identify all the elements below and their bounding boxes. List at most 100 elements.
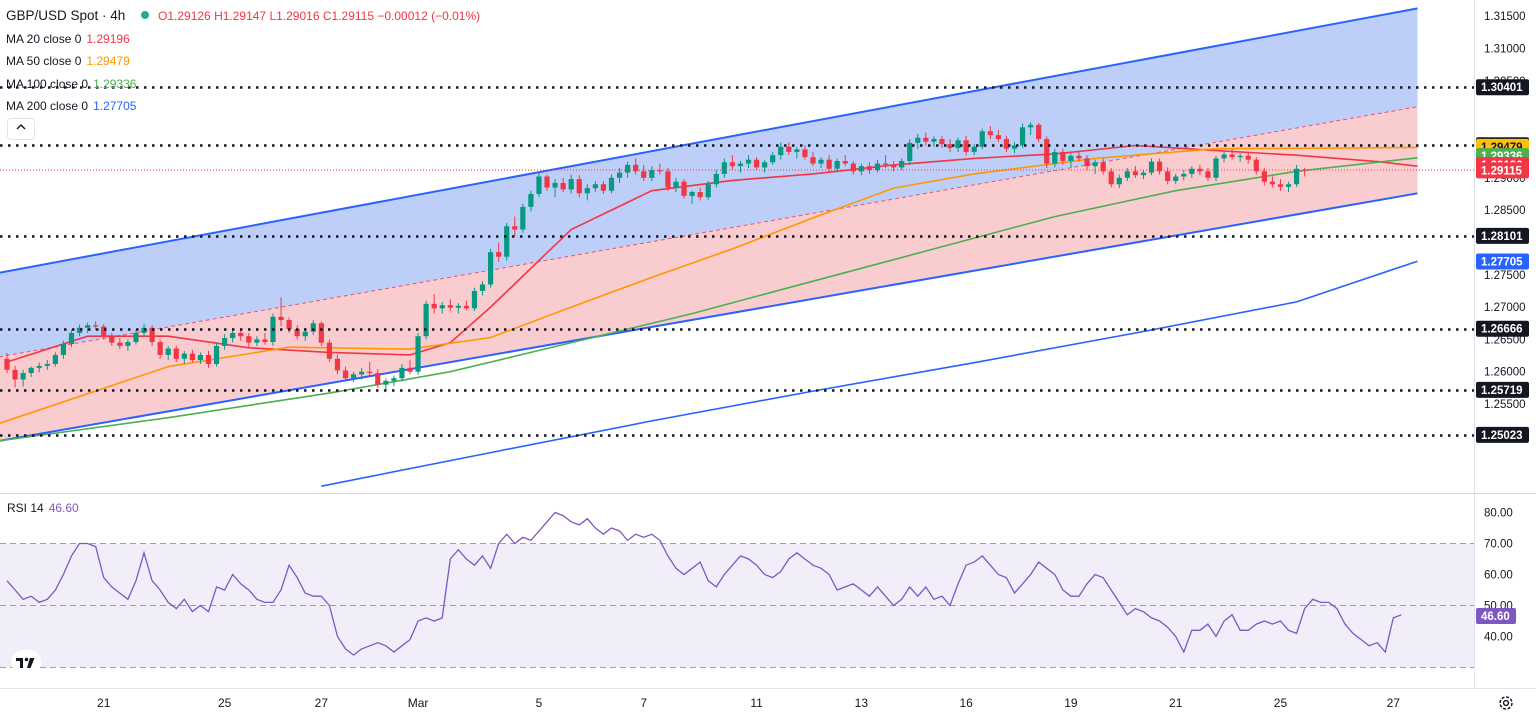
price-badge: 1.28101 [1476,227,1529,244]
candle-body [101,326,107,337]
candle-body [455,305,461,308]
candle-body [608,177,615,191]
candle-body [673,181,679,188]
channel-upper-fill [0,8,1418,357]
candle-body [939,139,945,145]
candle [1302,168,1308,177]
time-tick-label: 27 [1387,696,1401,710]
candle [1068,153,1074,169]
rsi-tick-label: 40.00 [1484,632,1513,644]
ohlc-close: C1.29115 [322,9,375,23]
candle-body [76,327,83,333]
candle [1003,135,1010,152]
candle [1229,149,1235,160]
indicator-row-ma50[interactable]: MA 50 close 0 1.29479 [6,50,480,73]
candle [1052,148,1058,168]
time-tick-label: 27 [315,696,329,710]
candle-body [753,159,760,168]
candle-body [60,343,67,355]
candle-body [294,329,300,337]
candle-body [729,162,735,167]
candle-body [1084,158,1090,167]
rsi-tick-label: 70.00 [1484,539,1513,551]
rsi-value-badge-bg [1476,608,1516,625]
candle-body [1181,173,1187,177]
candle-body [1277,184,1284,187]
candle-body [230,332,236,339]
candle [28,366,34,377]
candle-body [197,354,204,361]
candle-body [52,354,58,364]
candle-body [850,163,856,172]
ohlc-change: −0.00012 (−0.01%) [377,9,481,23]
price-tick-label: 1.31500 [1484,11,1526,23]
candle-body [28,367,34,374]
candle [133,329,139,345]
candle [923,132,929,146]
price-badge-bg [1476,381,1529,398]
candle-body [488,252,494,285]
candle-body [641,171,647,178]
candle-body [12,369,18,380]
candle-body [560,182,566,190]
candle [770,151,776,165]
price-badge-label: 1.28101 [1481,231,1523,243]
candle [657,163,663,175]
gear-icon[interactable] [1496,693,1516,713]
candle-body [1148,161,1155,173]
tradingview-logo-icon[interactable] [11,650,41,674]
candle [213,342,220,367]
price-badge-bg [1476,320,1529,337]
candle-body [762,162,768,168]
candle [778,142,784,160]
time-tick-label: 19 [1064,696,1078,710]
candle [318,321,324,346]
candle-body [302,331,308,337]
candle [350,371,357,383]
candle [189,349,195,363]
time-tick-label: 21 [97,696,111,710]
rsi-legend[interactable]: RSI 14 46.60 [7,501,79,515]
price-tick-label: 1.26000 [1484,367,1526,379]
collapse-legend-button[interactable] [7,118,35,140]
indicator-row-ma200[interactable]: MA 200 close 0 1.27705 [6,95,480,118]
candle [689,190,695,204]
candle-body [697,192,703,198]
candle-body [1253,159,1259,172]
indicator-row-ma20[interactable]: MA 20 close 0 1.29196 [6,28,480,51]
candle-body [431,303,437,309]
candle [342,366,349,382]
indicator-value: 1.29196 [86,31,130,46]
candle [447,299,453,311]
candle [1060,148,1066,165]
candle [681,179,687,199]
candle-body [1294,168,1300,185]
candle-body [681,181,687,196]
rsi-label: RSI 14 [7,501,44,515]
candle [544,174,550,191]
candle [463,300,470,311]
candle-body [1003,139,1010,149]
candle [4,352,10,374]
candle [608,174,615,194]
candle-body [737,163,744,167]
ohlc-open: O1.29126 [158,9,211,23]
indicator-value: 1.27705 [93,99,137,113]
candle-body [842,160,848,164]
price-badge: 1.27705 [1476,253,1529,270]
candle [310,320,316,335]
symbol-title[interactable]: GBP/USD Spot · 4h [6,8,126,23]
candle [1148,158,1155,176]
candle-body [1116,177,1122,185]
candle-body [600,184,607,191]
candle-body [496,252,502,257]
candle [858,163,864,176]
candle [222,334,228,350]
candle-body [1124,171,1130,178]
candle-body [1302,169,1308,171]
candle [101,323,107,340]
indicator-row-ma100[interactable]: MA 100 close 0 1.29336 [6,73,480,96]
candle [576,175,582,198]
grid-lines [0,0,1536,689]
